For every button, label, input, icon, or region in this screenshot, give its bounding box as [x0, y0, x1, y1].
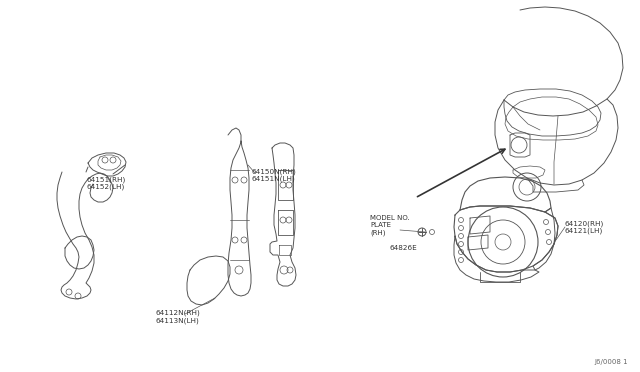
Text: 64151(RH)
64152(LH): 64151(RH) 64152(LH) [86, 176, 125, 190]
Text: J6/0008 1: J6/0008 1 [595, 359, 628, 365]
Text: MODEL NO.
PLATE
(RH): MODEL NO. PLATE (RH) [370, 215, 410, 235]
Text: 64112N(RH)
64113N(LH): 64112N(RH) 64113N(LH) [155, 310, 200, 324]
Text: 64150N(RH)
64151N(LH): 64150N(RH) 64151N(LH) [252, 168, 297, 182]
Text: 64826E: 64826E [390, 245, 418, 251]
Text: 64120(RH)
64121(LH): 64120(RH) 64121(LH) [565, 220, 604, 234]
